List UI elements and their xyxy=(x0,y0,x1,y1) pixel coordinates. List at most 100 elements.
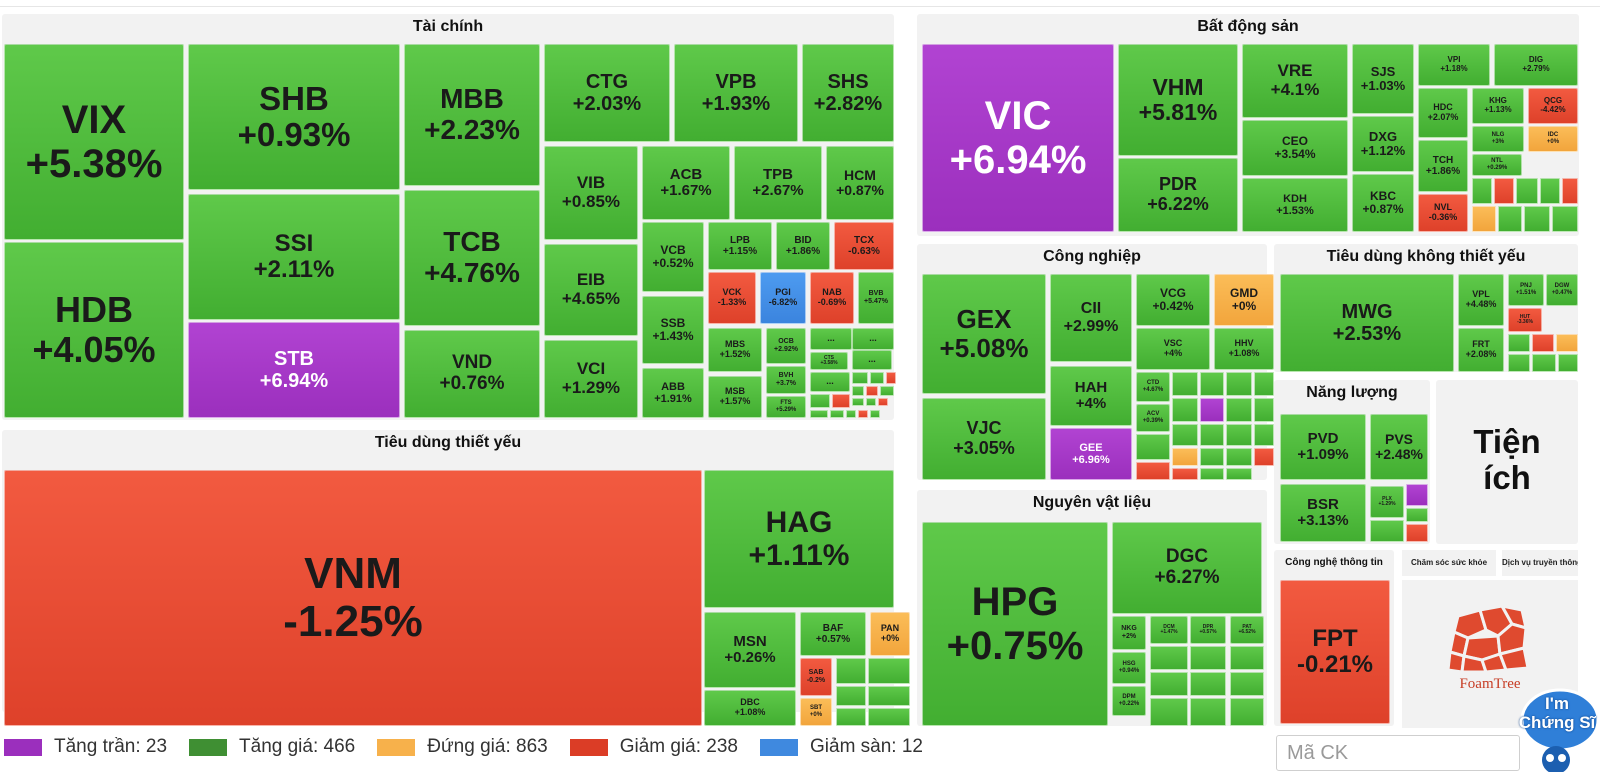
stock-tile-acb[interactable]: ACB +1.67% xyxy=(642,146,730,220)
stock-tile-dgc[interactable]: DGC +6.27% xyxy=(1112,522,1262,614)
stock-tile-shs[interactable]: SHS +2.82% xyxy=(802,44,894,142)
stock-tile-pvs[interactable]: PVS +2.48% xyxy=(1370,414,1428,480)
stock-tile-plx[interactable]: PLX +1.29% xyxy=(1370,486,1404,518)
legend-item-tang-gia[interactable]: Tăng giá: 466 xyxy=(189,736,355,758)
small-stock-tile[interactable] xyxy=(810,394,830,408)
small-stock-tile[interactable] xyxy=(880,386,894,396)
stock-tile-nkg[interactable]: NKG +2% xyxy=(1112,616,1146,650)
stock-tile-pat[interactable]: PAT +6.52% xyxy=(1230,616,1264,644)
stock-tile-pnj[interactable]: PNJ +1.51% xyxy=(1508,274,1544,306)
small-stock-tile[interactable] xyxy=(1190,672,1226,696)
stock-tile-nvl[interactable]: NVL -0.36% xyxy=(1418,194,1468,232)
small-stock-tile[interactable] xyxy=(1558,354,1578,372)
small-stock-tile[interactable] xyxy=(868,686,910,706)
small-stock-tile[interactable] xyxy=(852,386,864,396)
stock-tile-eib[interactable]: EIB +4.65% xyxy=(544,244,638,336)
small-stock-tile[interactable] xyxy=(1172,424,1198,446)
stock-tile-ntl[interactable]: NTL +0.29% xyxy=(1472,154,1522,176)
stock-tile-dcm[interactable]: DCM +1.47% xyxy=(1150,616,1188,644)
small-stock-tile[interactable] xyxy=(1150,672,1188,696)
small-stock-tile[interactable] xyxy=(1150,698,1188,726)
small-stock-tile[interactable] xyxy=(832,394,850,408)
stock-tile-ctd[interactable]: CTD +4.67% xyxy=(1136,372,1170,402)
stock-tile-shb[interactable]: SHB +0.93% xyxy=(188,44,400,190)
small-stock-tile[interactable] xyxy=(1494,178,1514,204)
stock-tile-frt[interactable]: FRT +2.08% xyxy=(1458,328,1504,372)
small-stock-tile[interactable] xyxy=(1406,484,1428,506)
stock-tile-bid[interactable]: BID +1.86% xyxy=(776,222,830,270)
stock-tile-hdc[interactable]: HDC +2.07% xyxy=(1418,88,1468,138)
small-stock-tile[interactable] xyxy=(1172,468,1198,480)
small-stock-tile[interactable] xyxy=(1230,698,1264,726)
small-stock-tile[interactable] xyxy=(1136,434,1170,460)
stock-tile-hut[interactable]: HUT -3.36% xyxy=(1508,308,1542,332)
small-stock-tile[interactable] xyxy=(1562,178,1578,204)
stock-tile-cts[interactable]: CTS +3.58% xyxy=(810,352,848,370)
stock-tile-qcg[interactable]: QCG -4.42% xyxy=(1528,88,1578,124)
stock-tile-kbc[interactable]: KBC +0.87% xyxy=(1352,174,1414,232)
more-stocks-tile[interactable]: ... xyxy=(810,372,850,392)
stock-tile-vck[interactable]: VCK -1.33% xyxy=(708,272,756,324)
stock-tile-acv[interactable]: ACV +0.39% xyxy=(1136,404,1170,432)
stock-tile-ocb[interactable]: OCB +2.92% xyxy=(766,328,806,364)
stock-tile-tpb[interactable]: TPB +2.67% xyxy=(734,146,822,220)
stock-tile-gee[interactable]: GEE +6.96% xyxy=(1050,428,1132,480)
small-stock-tile[interactable] xyxy=(1200,424,1224,446)
stock-tile-mbb[interactable]: MBB +2.23% xyxy=(404,44,540,186)
stock-tile-cii[interactable]: CII +2.99% xyxy=(1050,274,1132,362)
small-stock-tile[interactable] xyxy=(1532,334,1554,352)
small-stock-tile[interactable] xyxy=(1532,354,1556,372)
small-stock-tile[interactable] xyxy=(1254,448,1274,466)
stock-tile-bsr[interactable]: BSR +3.13% xyxy=(1280,484,1366,542)
stock-tile-msn[interactable]: MSN +0.26% xyxy=(704,612,796,688)
legend-item-giam-san[interactable]: Giảm sàn: 12 xyxy=(760,736,923,758)
stock-tile-vpl[interactable]: VPL +4.48% xyxy=(1458,274,1504,326)
stock-tile-pvd[interactable]: PVD +1.09% xyxy=(1280,414,1366,480)
stock-tile-idc[interactable]: IDC +0% xyxy=(1528,126,1578,152)
small-stock-tile[interactable] xyxy=(836,708,866,726)
small-stock-tile[interactable] xyxy=(886,372,896,384)
small-stock-tile[interactable] xyxy=(830,410,844,418)
stock-tile-vci[interactable]: VCI +1.29% xyxy=(544,340,638,418)
more-stocks-tile[interactable]: ... xyxy=(852,350,892,370)
small-stock-tile[interactable] xyxy=(810,410,828,418)
more-stocks-tile[interactable]: ... xyxy=(852,328,894,350)
small-stock-tile[interactable] xyxy=(1472,178,1492,204)
stock-search-input[interactable] xyxy=(1276,735,1520,771)
small-stock-tile[interactable] xyxy=(1508,334,1530,352)
stock-tile-bvh[interactable]: BVH +3.7% xyxy=(766,366,806,394)
stock-tile-vib[interactable]: VIB +0.85% xyxy=(544,146,638,240)
small-stock-tile[interactable] xyxy=(1406,524,1428,542)
small-stock-tile[interactable] xyxy=(1498,206,1522,232)
stock-tile-gmd[interactable]: GMD +0% xyxy=(1214,274,1274,326)
stock-tile-baf[interactable]: BAF +0.57% xyxy=(800,612,866,656)
stock-tile-gex[interactable]: GEX +5.08% xyxy=(922,274,1046,394)
stock-tile-tcb[interactable]: TCB +4.76% xyxy=(404,190,540,326)
small-stock-tile[interactable] xyxy=(1226,398,1252,422)
stock-tile-kdh[interactable]: KDH +1.53% xyxy=(1242,178,1348,232)
small-stock-tile[interactable] xyxy=(870,372,884,384)
sector-tien-ich[interactable]: Tiện ích xyxy=(1436,380,1578,544)
legend-item-dung-gia[interactable]: Đứng giá: 863 xyxy=(377,736,548,758)
small-stock-tile[interactable] xyxy=(846,410,856,418)
small-stock-tile[interactable] xyxy=(1150,646,1188,670)
stock-tile-hag[interactable]: HAG +1.11% xyxy=(704,470,894,608)
stock-tile-fts[interactable]: FTS +5.29% xyxy=(766,396,806,418)
stock-tile-vpb[interactable]: VPB +1.93% xyxy=(674,44,798,142)
small-stock-tile[interactable] xyxy=(1540,178,1560,204)
stock-tile-hpg[interactable]: HPG +0.75% xyxy=(922,522,1108,726)
stock-tile-dgw[interactable]: DGW +0.47% xyxy=(1546,274,1578,306)
small-stock-tile[interactable] xyxy=(1230,646,1264,670)
stock-tile-ceo[interactable]: CEO +3.54% xyxy=(1242,120,1348,176)
small-stock-tile[interactable] xyxy=(858,410,868,418)
stock-tile-vnd[interactable]: VND +0.76% xyxy=(404,330,540,418)
small-stock-tile[interactable] xyxy=(1172,448,1198,466)
small-stock-tile[interactable] xyxy=(1190,646,1226,670)
stock-tile-mbs[interactable]: MBS +1.52% xyxy=(708,328,762,372)
stock-tile-nab[interactable]: NAB -0.69% xyxy=(810,272,854,324)
stock-tile-vpi[interactable]: VPI +1.18% xyxy=(1418,44,1490,86)
stock-tile-vre[interactable]: VRE +4.1% xyxy=(1242,44,1348,118)
stock-tile-vhm[interactable]: VHM +5.81% xyxy=(1118,44,1238,156)
small-stock-tile[interactable] xyxy=(852,398,864,406)
stock-tile-vic[interactable]: VIC +6.94% xyxy=(922,44,1114,232)
